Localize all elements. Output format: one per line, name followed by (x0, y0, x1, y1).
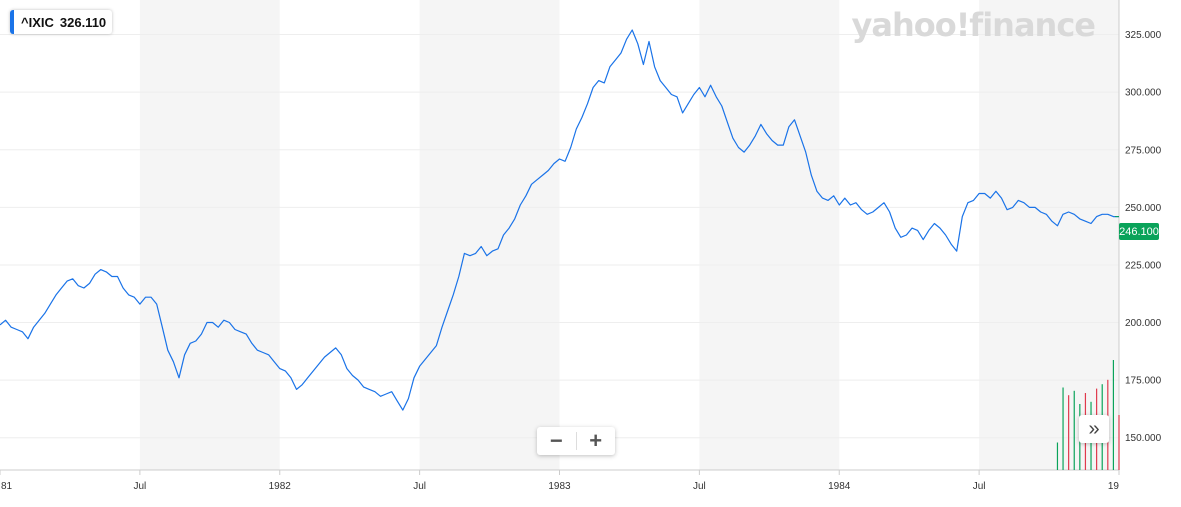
brand-logo: yahoo!finance (851, 6, 1096, 44)
y-tick-label: 250.000 (1125, 203, 1162, 214)
zoom-in-button[interactable]: + (589, 428, 603, 453)
period-band (419, 0, 560, 470)
y-tick-label: 275.000 (1125, 145, 1162, 156)
x-tick-label: 1983 (548, 481, 571, 492)
period-band (139, 0, 280, 470)
x-tick-label: 1984 (828, 481, 851, 492)
y-tick-label: 225.000 (1125, 260, 1162, 271)
y-tick-label: 200.000 (1125, 318, 1162, 329)
x-tick-label: Jul (133, 481, 146, 492)
x-tick-label: 1982 (269, 481, 292, 492)
x-tick-label: Jul (693, 481, 706, 492)
x-tick-label: 81 (1, 481, 13, 492)
y-tick-label: 300.000 (1125, 88, 1162, 99)
current-price-label: 246.100 (1119, 223, 1159, 240)
zoom-out-button[interactable]: − (549, 428, 563, 453)
y-tick-label: 325.000 (1125, 30, 1162, 41)
zoom-control: − + (537, 427, 615, 455)
period-band (699, 0, 840, 470)
x-tick-label: 19 (1108, 481, 1120, 492)
x-tick-label: Jul (973, 481, 986, 492)
ticker-value: 326.110 (59, 14, 107, 30)
y-tick-label: 150.000 (1125, 433, 1162, 444)
ticker-symbol: ^IXIC (21, 14, 54, 30)
zoom-divider (575, 432, 577, 450)
ticker-badge[interactable]: ^IXIC 326.110 (10, 10, 113, 34)
scroll-to-end-button[interactable]: » (1079, 415, 1109, 443)
series-color-bar (10, 10, 14, 34)
price-line (0, 29, 1119, 411)
x-tick-label: Jul (413, 481, 426, 492)
period-band (979, 0, 1119, 470)
y-tick-label: 175.000 (1125, 376, 1162, 387)
